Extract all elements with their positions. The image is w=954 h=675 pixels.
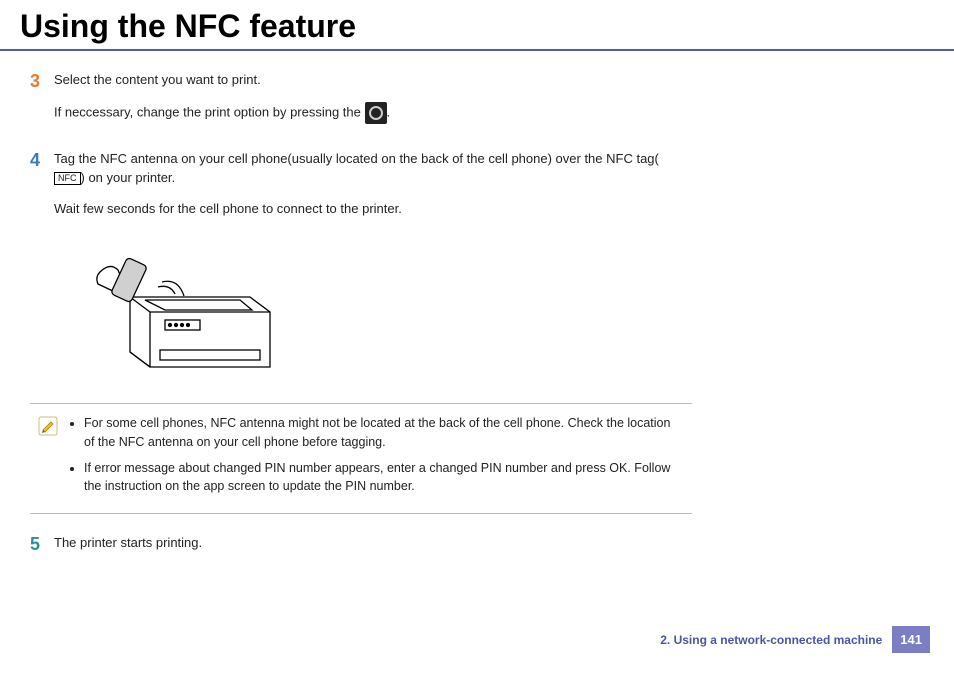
text-fragment: . bbox=[387, 104, 391, 119]
step-body: Select the content you want to print. If… bbox=[54, 71, 390, 136]
chapter-label: 2. Using a network-connected machine bbox=[660, 633, 882, 647]
settings-icon bbox=[365, 102, 387, 124]
step-number: 5 bbox=[30, 534, 54, 556]
page-title: Using the NFC feature bbox=[0, 0, 954, 51]
note-item: For some cell phones, NFC antenna might … bbox=[84, 414, 678, 450]
step-number: 4 bbox=[30, 150, 54, 172]
note-list: For some cell phones, NFC antenna might … bbox=[68, 414, 678, 503]
step-text: The printer starts printing. bbox=[54, 534, 202, 553]
step-body: The printer starts printing. bbox=[54, 534, 202, 565]
note-box: For some cell phones, NFC antenna might … bbox=[30, 403, 692, 514]
page-number-badge: 141 bbox=[892, 626, 930, 653]
step-3: 3 Select the content you want to print. … bbox=[30, 71, 670, 136]
step-text: If neccessary, change the print option b… bbox=[54, 102, 390, 124]
note-item: If error message about changed PIN numbe… bbox=[84, 459, 678, 495]
step-5: 5 The printer starts printing. bbox=[30, 534, 670, 565]
text-fragment: ) on your printer. bbox=[81, 170, 176, 185]
content-column: 3 Select the content you want to print. … bbox=[0, 51, 690, 565]
step-text: Select the content you want to print. bbox=[54, 71, 390, 90]
note-pencil-icon bbox=[38, 416, 58, 436]
printer-nfc-illustration bbox=[70, 252, 290, 382]
text-fragment: Tag the NFC antenna on your cell phone(u… bbox=[54, 151, 659, 166]
step-number: 3 bbox=[30, 71, 54, 93]
step-text: Tag the NFC antenna on your cell phone(u… bbox=[54, 150, 670, 188]
step-4: 4 Tag the NFC antenna on your cell phone… bbox=[30, 150, 670, 231]
text-fragment: If neccessary, change the print option b… bbox=[54, 104, 365, 119]
page-footer: 2. Using a network-connected machine 141 bbox=[660, 626, 930, 653]
step-body: Tag the NFC antenna on your cell phone(u… bbox=[54, 150, 670, 231]
step-text: Wait few seconds for the cell phone to c… bbox=[54, 200, 670, 219]
nfc-tag-icon: NFC bbox=[54, 172, 81, 185]
